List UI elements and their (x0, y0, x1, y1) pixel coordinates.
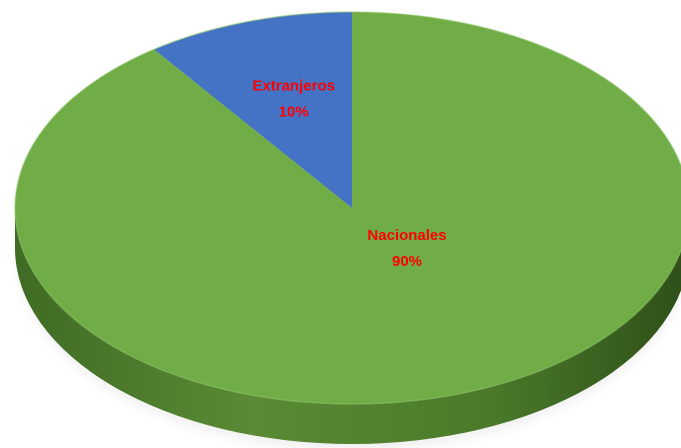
slice-side-nacionales (15, 208, 681, 444)
pie-top-face (14, 11, 681, 405)
slice-label-extranjeros: Extranjeros (252, 77, 335, 94)
pie-labels: Extranjeros 10% Nacionales 90% (252, 77, 446, 270)
pie-side-wall (15, 208, 681, 444)
slice-value-extranjeros: 10% (279, 103, 309, 120)
slice-nacionales (15, 12, 681, 404)
slice-value-nacionales: 90% (392, 253, 422, 270)
slice-extranjeros (153, 12, 352, 208)
pie-rim (14, 11, 681, 405)
slice-label-nacionales: Nacionales (367, 227, 446, 244)
